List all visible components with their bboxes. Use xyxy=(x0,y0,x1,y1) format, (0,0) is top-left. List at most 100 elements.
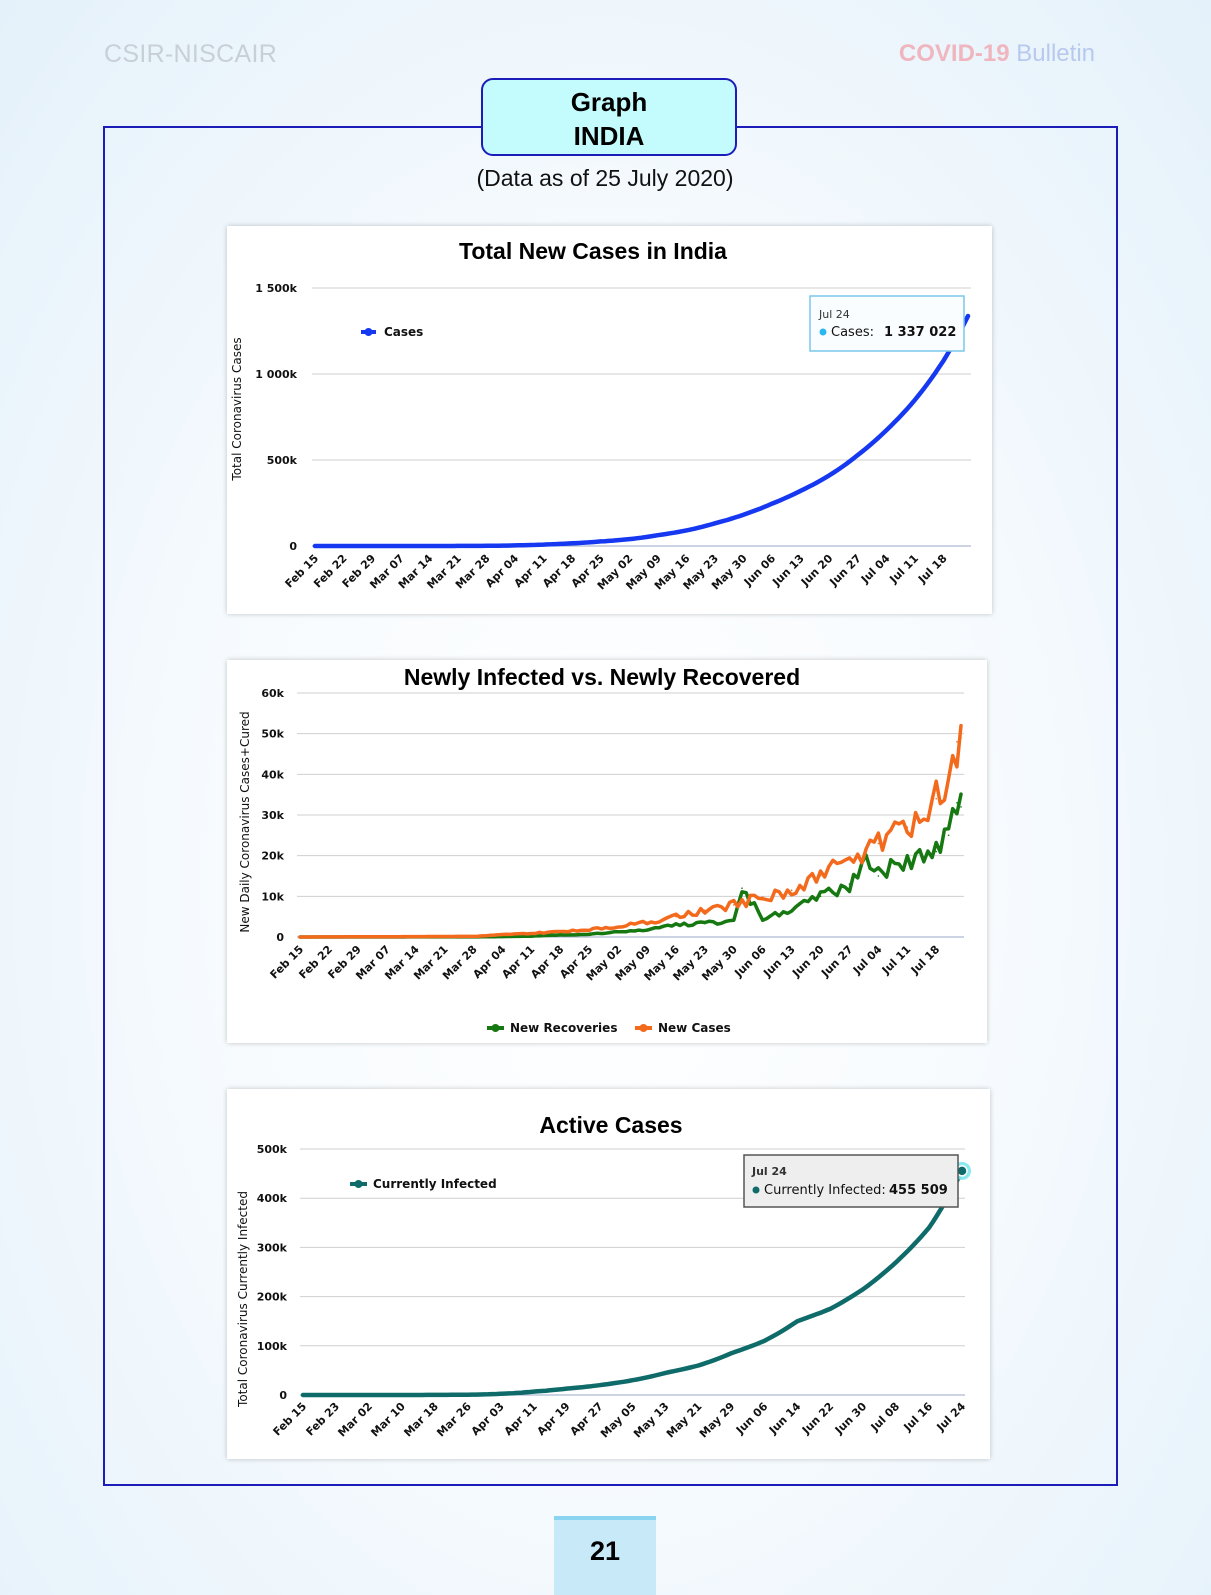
data-point xyxy=(542,543,545,546)
chart-title: Newly Infected vs. Newly Recovered xyxy=(404,664,800,690)
data-point xyxy=(675,915,677,918)
tooltip-value: 1 337 022 xyxy=(884,325,956,340)
data-point xyxy=(848,883,851,885)
data-point xyxy=(559,934,562,936)
section-title-box: Graph INDIA xyxy=(481,78,737,156)
x-tick-label: May 29 xyxy=(697,1400,738,1441)
data-point xyxy=(501,933,504,936)
page-number: 21 xyxy=(554,1516,656,1595)
data-point xyxy=(857,454,859,456)
y-tick-label: 40k xyxy=(261,768,284,781)
y-tick-label: 500k xyxy=(267,454,298,467)
y-tick-label: 100k xyxy=(257,1340,288,1353)
total-cases-svg: Total New Cases in India 0 500k 1 000k 1 50… xyxy=(230,238,971,592)
legend[interactable]: Cases xyxy=(361,325,423,339)
data-point xyxy=(704,922,706,925)
data-point xyxy=(565,1387,568,1390)
x-tick-label: Apr 03 xyxy=(469,1400,507,1438)
data-point xyxy=(657,534,659,536)
data-point xyxy=(485,545,488,547)
data-point xyxy=(895,1261,897,1263)
data-point xyxy=(877,875,880,877)
data-point xyxy=(967,315,969,317)
data-point xyxy=(646,928,648,931)
data-point xyxy=(401,1394,403,1396)
data-point xyxy=(960,736,962,739)
x-tick-label: Jun 13 xyxy=(769,552,806,589)
data-point xyxy=(828,474,830,477)
data-point xyxy=(559,930,562,933)
section-title-line2: INDIA xyxy=(573,121,645,151)
covid-label: COVID-19 xyxy=(898,40,1010,67)
tooltip: Jul 24 Currently Infected: 455 509 xyxy=(743,1154,959,1208)
data-point xyxy=(960,806,962,808)
x-tick-label: Jul 11 xyxy=(887,552,922,587)
legend-marker-recoveries xyxy=(491,1024,500,1032)
y-tick-label: 50k xyxy=(261,728,284,741)
data-point xyxy=(796,1320,799,1322)
x-tick-label: May 21 xyxy=(664,1400,705,1441)
x-tick-label: Jul 04 xyxy=(858,552,893,587)
x-tick-label: Jun 13 xyxy=(760,943,797,980)
tooltip-box xyxy=(809,295,965,352)
legend-label-recoveries: New Recoveries xyxy=(510,1021,617,1035)
data-point xyxy=(771,502,773,505)
section-title-line1: Graph xyxy=(570,87,648,117)
y-tick-label: 0 xyxy=(276,931,284,944)
data-point xyxy=(704,909,706,911)
chart-title: Active Cases xyxy=(539,1112,682,1138)
data-point xyxy=(819,875,822,877)
data-point xyxy=(598,1384,601,1386)
legend-label-cases: Cases xyxy=(384,325,423,339)
total-cases-chart: Total New Cases in India 0 500k 1 000k 1 50… xyxy=(227,226,992,614)
series-line-cases xyxy=(312,313,971,549)
x-tick-label: Jun 30 xyxy=(832,1400,870,1438)
data-point xyxy=(877,842,880,845)
y-tick-label: 300k xyxy=(257,1241,288,1254)
x-tick-label: Jun 06 xyxy=(741,552,779,590)
y-tick-label: 500k xyxy=(257,1143,288,1156)
y-tick-label: 30k xyxy=(261,809,284,822)
data-point xyxy=(829,1308,831,1310)
legend-label-currently-infected: Currently Infected xyxy=(373,1177,497,1191)
tooltip-marker xyxy=(819,328,827,336)
data-point xyxy=(588,928,590,931)
data-point xyxy=(685,529,688,532)
y-axis-label: Total Coronavirus Currently Infected xyxy=(236,1191,250,1408)
y-tick-label: 20k xyxy=(261,850,284,863)
data-point xyxy=(914,399,916,401)
tooltip-label: Currently Infected: xyxy=(764,1183,886,1198)
x-tick-label: Jul 16 xyxy=(901,1400,936,1435)
data-point xyxy=(664,1372,667,1374)
x-tick-label: Jul 08 xyxy=(868,1400,903,1435)
data-point xyxy=(935,850,937,853)
data-point xyxy=(956,741,958,743)
data-point xyxy=(906,826,909,828)
data-point xyxy=(302,1394,304,1396)
x-tick-label: Apr 11 xyxy=(502,1400,540,1438)
x-tick-label: Jun 22 xyxy=(799,1400,836,1437)
legend-marker-new-cases xyxy=(639,1024,648,1032)
data-point xyxy=(472,935,475,938)
data-point xyxy=(530,932,533,935)
x-tick-label: May 13 xyxy=(631,1400,672,1441)
data-point xyxy=(599,540,602,543)
y-tick-label: 0 xyxy=(279,1389,287,1402)
data-point xyxy=(730,1352,733,1354)
legend[interactable]: New Recoveries New Cases xyxy=(487,1021,731,1035)
x-tick-label: Jun 14 xyxy=(766,1400,804,1438)
data-point xyxy=(299,936,301,938)
x-tick-label: Jun 06 xyxy=(731,943,769,981)
y-tick-label: 10k xyxy=(261,890,284,903)
infected-vs-recovered-chart: Newly Infected vs. Newly Recovered 0 10k 2… xyxy=(227,660,987,1043)
data-point xyxy=(761,917,764,920)
x-tick-label: Mar 10 xyxy=(368,1400,408,1440)
data-point xyxy=(617,925,619,928)
legend[interactable]: Currently Infected xyxy=(350,1177,497,1191)
y-axis-label: New Daily Coronavirus Cases+Cured xyxy=(238,711,252,932)
x-tick-label: Jul 24 xyxy=(934,1400,969,1435)
x-tick-label: Mar 02 xyxy=(335,1400,375,1440)
tooltip-box xyxy=(743,1154,959,1208)
data-point xyxy=(763,1340,766,1342)
data-point xyxy=(928,1226,930,1229)
